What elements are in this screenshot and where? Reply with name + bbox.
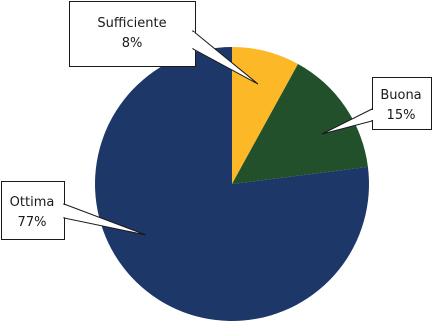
callout-ottima: Ottima 77% bbox=[1, 181, 147, 240]
pie-slice-buona bbox=[232, 63, 368, 185]
pie-slices bbox=[95, 47, 370, 321]
callout-category-label: Ottima bbox=[10, 195, 55, 210]
pie-callouts: Sufficiente 8% Buona 15% Ottima 77% bbox=[1, 1, 432, 240]
callout-percentage-label: 8% bbox=[122, 36, 143, 51]
callout-percentage-label: 77% bbox=[18, 215, 47, 230]
pie-slice-ottima bbox=[95, 47, 370, 321]
callout-category-label: Buona bbox=[380, 88, 421, 103]
callout-sufficiente: Sufficiente 8% bbox=[69, 1, 259, 85]
callout-percentage-label: 15% bbox=[387, 108, 416, 123]
callout-category-label: Sufficiente bbox=[97, 16, 166, 31]
callout-box bbox=[372, 77, 432, 130]
callout-box bbox=[69, 1, 196, 67]
pie-slice-sufficiente bbox=[232, 47, 298, 184]
callout-box bbox=[1, 181, 65, 240]
callout-buona: Buona 15% bbox=[321, 77, 432, 135]
